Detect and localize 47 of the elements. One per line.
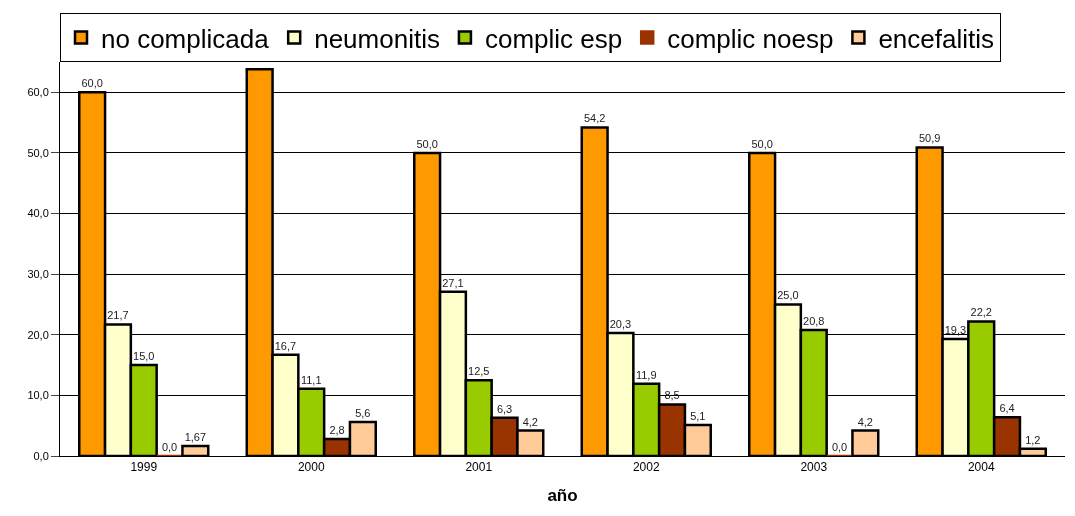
data-label: 50,9	[918, 132, 941, 145]
y-tick-label: 30,0	[27, 268, 49, 280]
x-tick-label: 1999	[130, 460, 158, 475]
y-tick-label: 20,0	[27, 328, 49, 341]
data-label: 4,2	[522, 415, 538, 428]
data-label: 50,0	[751, 137, 773, 150]
data-label: 1,67	[184, 430, 207, 443]
legend-label: encefalitis	[878, 23, 995, 54]
data-label: 0,0	[161, 441, 178, 453]
legend-label: complic esp	[484, 23, 623, 54]
data-label: 2,8	[329, 424, 345, 437]
data-label: 1,2	[1025, 433, 1041, 446]
data-label: 6,4	[999, 402, 1015, 415]
data-label: 21,7	[107, 309, 129, 322]
data-label: 54,2	[583, 112, 606, 125]
data-label: 22,2	[970, 306, 992, 319]
data-label: 27,1	[442, 276, 464, 289]
legend-label: neumonitis	[314, 23, 440, 54]
x-tick-label: 2000	[297, 460, 325, 475]
data-label: 5,1	[690, 410, 706, 423]
y-tick-label: 50,0	[27, 146, 49, 159]
y-tick-label: 40,0	[27, 207, 49, 220]
data-label: 19,3	[944, 324, 967, 337]
data-label: 5,6	[355, 407, 371, 420]
data-label: 15,0	[133, 350, 155, 363]
data-label: 20,3	[609, 317, 632, 330]
data-label: 11,9	[635, 368, 657, 381]
legend-label: complic noesp	[667, 23, 834, 54]
data-label: 16,7	[274, 339, 297, 352]
legend-label: no complicada	[101, 23, 270, 54]
x-tick-label: 2002	[632, 460, 660, 475]
x-tick-label: 2004	[967, 460, 995, 475]
data-label: 11,1	[300, 373, 322, 386]
y-tick-label: 0,0	[33, 449, 49, 462]
data-label: 25,0	[777, 289, 799, 302]
x-tick-label: 2003	[800, 460, 828, 475]
data-label: 12,5	[468, 365, 490, 378]
data-label: 4,2	[857, 415, 873, 428]
x-axis-title: año	[547, 485, 578, 505]
y-tick-label: 60,0	[27, 86, 49, 99]
y-tick-label: 10,0	[27, 389, 49, 402]
data-label: 0,0	[831, 441, 848, 453]
data-label: 6,3	[496, 402, 513, 415]
data-label: 20,8	[803, 314, 825, 327]
data-label: 50,0	[416, 137, 438, 150]
data-label: 60,0	[81, 77, 103, 90]
x-tick-label: 2001	[465, 460, 493, 475]
